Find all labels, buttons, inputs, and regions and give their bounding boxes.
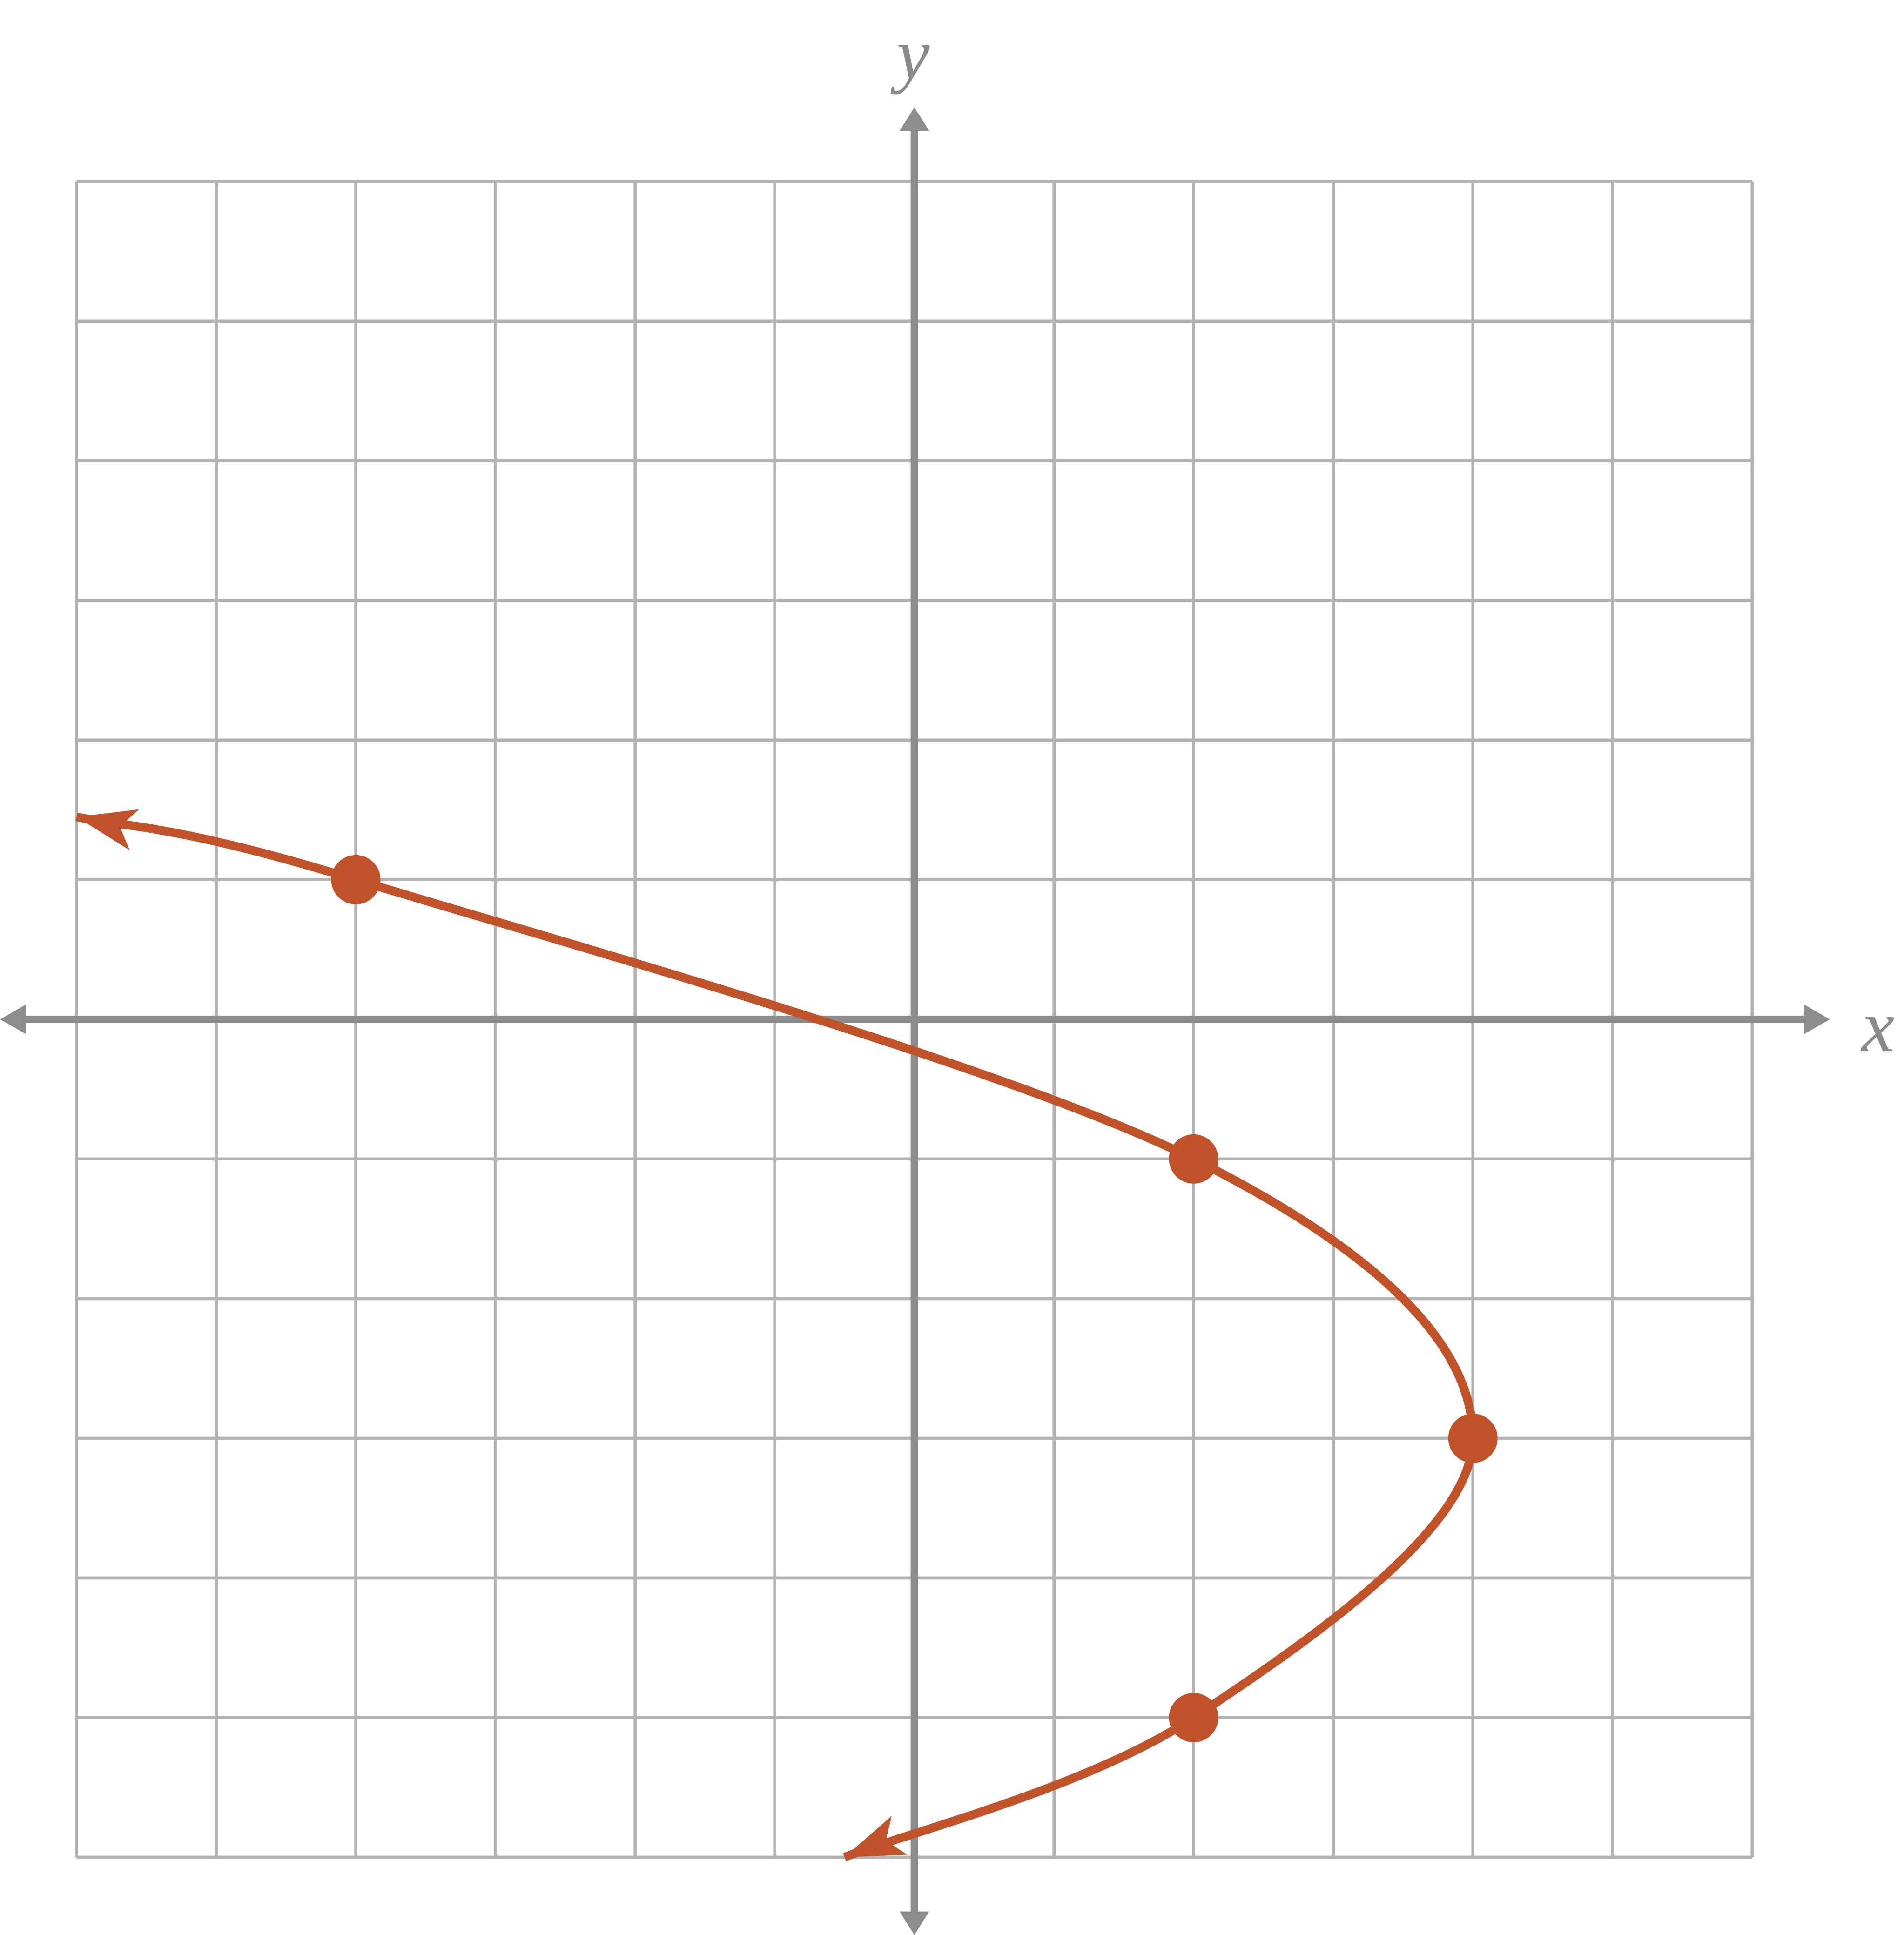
y-axis-arrow bbox=[899, 1911, 929, 1935]
x-axis-arrow bbox=[0, 1005, 26, 1034]
axes bbox=[0, 107, 1830, 1935]
curve-arrow bbox=[76, 809, 139, 850]
point bbox=[1448, 1413, 1498, 1463]
point bbox=[1169, 1134, 1218, 1184]
point bbox=[1169, 1692, 1218, 1742]
curve-arrow bbox=[844, 1815, 908, 1857]
point bbox=[331, 855, 381, 904]
y-axis-arrow bbox=[899, 107, 929, 131]
marks bbox=[75, 809, 1498, 1861]
x-axis-label: x bbox=[1861, 985, 1895, 1067]
y-axis-label: y bbox=[890, 13, 930, 95]
x-axis-arrow bbox=[1804, 1005, 1830, 1034]
